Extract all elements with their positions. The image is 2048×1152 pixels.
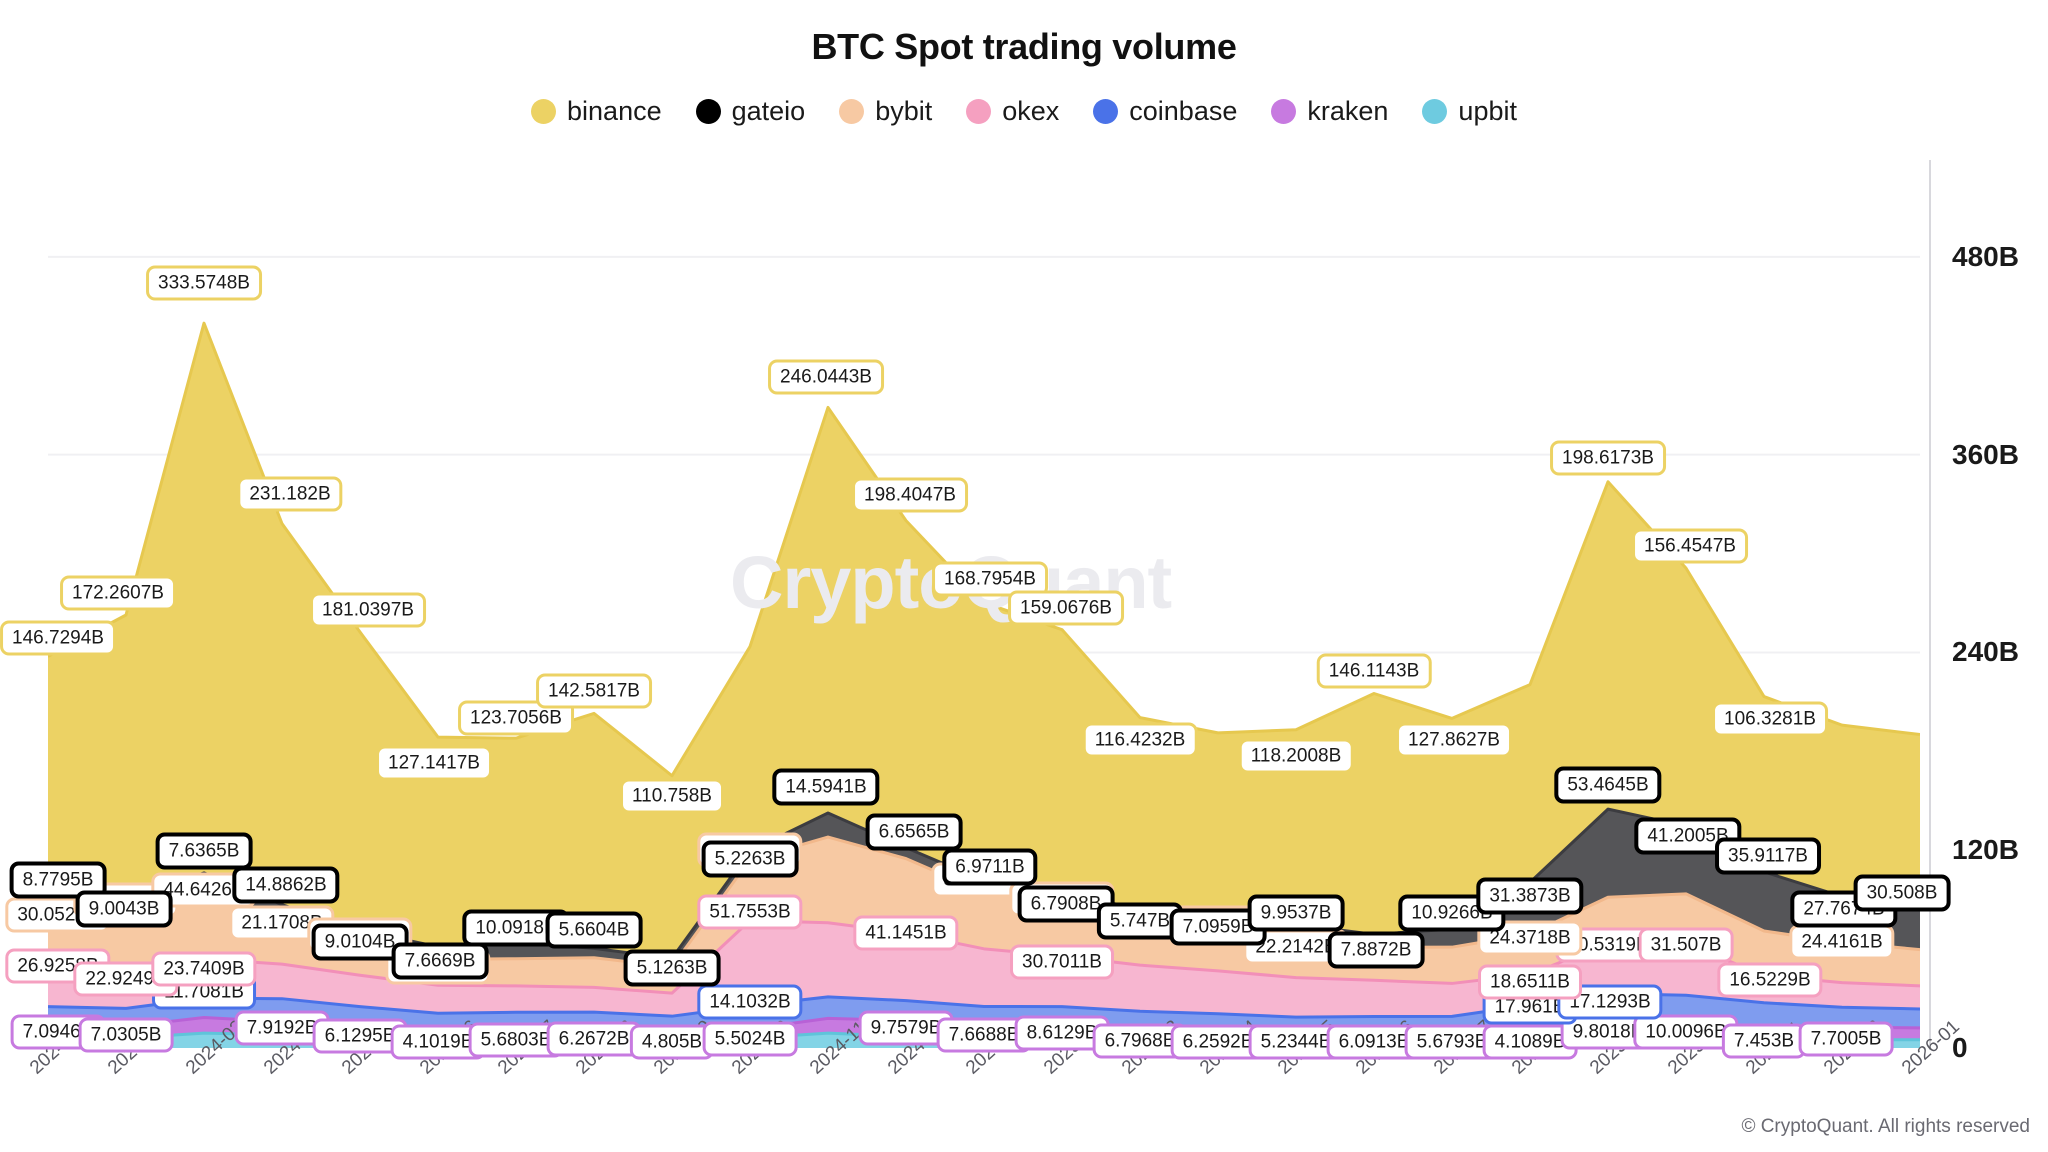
data-label-kraken: 7.7005B [1798, 1021, 1894, 1057]
legend-item-bybit[interactable]: bybit [839, 96, 932, 127]
legend-label: upbit [1458, 96, 1517, 126]
data-label-gateio: 7.6365B [155, 832, 253, 870]
data-label-binance: 127.8627B [1396, 722, 1512, 758]
data-label-coinbase: 14.1032B [697, 984, 803, 1020]
data-label-gateio: 31.3873B [1476, 877, 1584, 915]
data-label-okex: 16.5229B [1717, 962, 1823, 998]
y-axis-spine [1929, 160, 1931, 1050]
data-label-kraken: 7.453B [1721, 1023, 1807, 1059]
data-label-binance: 198.4047B [852, 477, 968, 513]
legend-label: coinbase [1129, 96, 1238, 126]
data-label-binance: 198.6173B [1550, 440, 1666, 476]
data-label-kraken: 7.9192B [234, 1010, 330, 1046]
data-label-okex: 18.6511B [1478, 964, 1582, 1000]
data-label-okex: 30.7011B [1010, 944, 1114, 980]
data-label-gateio: 5.1263B [623, 949, 721, 987]
data-label-okex: 41.1451B [853, 915, 959, 951]
legend-item-kraken[interactable]: kraken [1271, 96, 1388, 127]
y-tick-label: 120B [1952, 834, 2019, 866]
data-label-binance: 172.2607B [60, 575, 176, 611]
data-label-gateio: 5.6604B [545, 911, 643, 949]
data-label-gateio: 10.0918B [462, 909, 570, 947]
data-label-binance: 156.4547B [1632, 528, 1748, 564]
data-label-binance: 159.0676B [1008, 590, 1124, 626]
data-label-gateio: 6.6565B [865, 813, 963, 851]
data-label-okex: 23.7409B [151, 951, 257, 987]
data-label-gateio: 14.5941B [772, 768, 880, 806]
data-label-bybit: 24.4161B [1789, 924, 1895, 960]
data-label-binance: 333.5748B [146, 265, 262, 301]
data-label-gateio: 9.0043B [75, 890, 173, 928]
legend-item-upbit[interactable]: upbit [1422, 96, 1517, 127]
data-label-binance: 146.7294B [0, 620, 116, 656]
data-label-gateio: 53.4645B [1554, 766, 1662, 804]
data-label-okex: 31.507B [1638, 927, 1734, 963]
copyright-notice: © CryptoQuant. All rights reserved [1741, 1116, 2030, 1137]
data-label-binance: 246.0443B [768, 359, 884, 395]
legend-item-gateio[interactable]: gateio [695, 96, 806, 127]
legend-label: kraken [1307, 96, 1389, 126]
data-label-kraken: 7.0305B [78, 1017, 174, 1053]
data-label-gateio: 9.9537B [1247, 894, 1345, 932]
y-tick-label: 480B [1952, 240, 2019, 272]
data-label-binance: 118.2008B [1238, 738, 1354, 774]
data-label-kraken: 6.2672B [546, 1021, 642, 1057]
data-label-binance: 116.4232B [1082, 722, 1198, 758]
legend-swatch-kraken [1271, 99, 1297, 124]
data-label-okex: 51.7553B [697, 894, 803, 930]
chart-legend: binance gateio bybit okex coinbase kraken upbi… [0, 96, 2048, 127]
data-label-kraken: 4.805B [629, 1024, 715, 1060]
data-label-gateio: 30.508B [1853, 874, 1951, 912]
data-label-binance: 146.1143B [1316, 653, 1432, 689]
y-tick-label: 240B [1952, 636, 2019, 668]
data-label-gateio: 5.2263B [701, 840, 799, 878]
legend-item-binance[interactable]: binance [531, 96, 662, 127]
data-label-kraken: 8.6129B [1014, 1015, 1110, 1051]
legend-swatch-gateio [695, 99, 721, 124]
data-label-binance: 106.3281B [1712, 701, 1828, 737]
data-label-bybit: 24.3718B [1477, 920, 1583, 956]
data-label-kraken: 10.0096B [1633, 1014, 1739, 1050]
data-label-kraken: 9.7579B [858, 1010, 954, 1046]
legend-item-okex[interactable]: okex [966, 96, 1059, 127]
data-label-binance: 231.182B [237, 476, 343, 512]
legend-label: gateio [731, 96, 806, 126]
legend-swatch-binance [531, 99, 557, 124]
legend-label: okex [1002, 96, 1060, 126]
legend-swatch-okex [966, 99, 992, 124]
area-binance [48, 323, 1920, 1048]
data-label-gateio: 7.6669B [391, 942, 489, 980]
data-label-binance: 181.0397B [310, 592, 426, 628]
data-label-binance: 142.5817B [536, 673, 652, 709]
data-label-gateio: 35.9117B [1715, 837, 1821, 875]
legend-swatch-coinbase [1093, 99, 1119, 124]
legend-label: binance [567, 96, 662, 126]
legend-swatch-bybit [839, 99, 865, 124]
data-label-binance: 127.1417B [376, 745, 492, 781]
data-label-gateio: 41.2005B [1634, 817, 1742, 855]
legend-swatch-upbit [1422, 99, 1448, 124]
data-label-gateio: 6.9711B [942, 848, 1038, 886]
data-label-binance: 110.758B [620, 778, 724, 814]
data-label-gateio: 14.8862B [232, 866, 340, 904]
y-tick-label: 0 [1952, 1032, 1968, 1063]
y-tick-label: 360B [1952, 438, 2019, 470]
legend-label: bybit [875, 96, 933, 126]
page-title: BTC Spot trading volume [811, 26, 1237, 67]
line-binance [48, 321, 1920, 778]
data-label-gateio: 7.8872B [1327, 931, 1425, 969]
legend-item-coinbase[interactable]: coinbase [1093, 96, 1237, 127]
data-label-kraken: 5.5024B [702, 1021, 798, 1057]
